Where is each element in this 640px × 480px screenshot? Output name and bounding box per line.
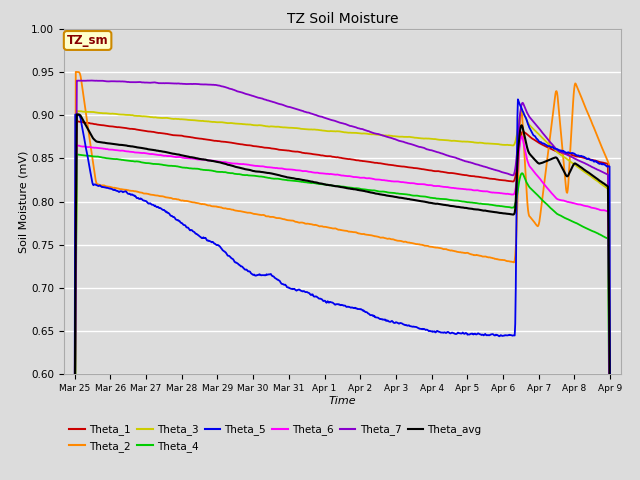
Legend: Theta_1, Theta_2, Theta_3, Theta_4, Theta_5, Theta_6, Theta_7, Theta_avg: Theta_1, Theta_2, Theta_3, Theta_4, Thet… bbox=[69, 424, 481, 452]
Title: TZ Soil Moisture: TZ Soil Moisture bbox=[287, 12, 398, 26]
Y-axis label: Soil Moisture (mV): Soil Moisture (mV) bbox=[19, 150, 28, 253]
Text: TZ_sm: TZ_sm bbox=[67, 34, 108, 47]
X-axis label: Time: Time bbox=[328, 396, 356, 406]
